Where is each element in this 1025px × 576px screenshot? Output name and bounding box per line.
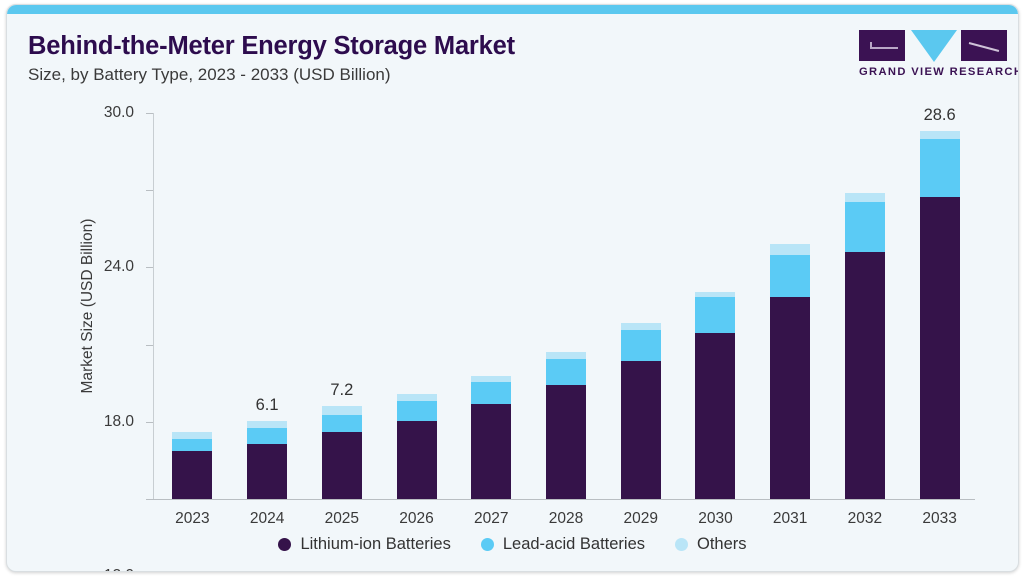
y-axis-line bbox=[153, 113, 154, 499]
grand-view-research-logo: GRAND VIEW RESEARCH bbox=[859, 30, 1019, 82]
y-tick-mark: 6.0 bbox=[146, 421, 153, 423]
bar-group[interactable]: 2032 bbox=[844, 192, 885, 527]
page-title: Behind-the-Meter Energy Storage Market bbox=[28, 32, 515, 60]
bar-segment[interactable] bbox=[546, 384, 586, 499]
bar-segment[interactable] bbox=[695, 333, 736, 499]
bar-group[interactable]: 2031 bbox=[770, 244, 811, 527]
x-tick-label: 2028 bbox=[548, 510, 584, 527]
bar-segment[interactable] bbox=[471, 381, 512, 404]
x-tick-label: 2032 bbox=[847, 510, 883, 527]
legend-label: Lead-acid Batteries bbox=[502, 535, 646, 553]
bar-segment[interactable] bbox=[770, 297, 811, 499]
bar-segment[interactable] bbox=[919, 131, 960, 139]
bar-segment[interactable] bbox=[919, 138, 960, 197]
page-subtitle: Size, by Battery Type, 2023 - 2033 (USD … bbox=[28, 65, 391, 84]
y-tick-label: 12.0 bbox=[104, 567, 134, 571]
logo-letter-v-icon bbox=[911, 30, 957, 62]
bar-segment[interactable] bbox=[844, 201, 885, 252]
plot-area: 0.0 6.0 12.0 18.0 24.0 30.0 2023 6.1 2024 7.2 202… bbox=[104, 104, 975, 571]
bar-segment[interactable] bbox=[321, 406, 362, 416]
legend-item[interactable]: Lithium-ion Batteries bbox=[278, 535, 451, 554]
x-tick-label: 2027 bbox=[474, 510, 509, 527]
x-tick-label: 2033 bbox=[922, 510, 957, 527]
chart-card: Behind-the-Meter Energy Storage Market S… bbox=[6, 4, 1019, 572]
legend-item[interactable]: Others bbox=[675, 535, 747, 554]
legend-swatch-icon bbox=[480, 538, 494, 551]
x-tick-label: 2030 bbox=[698, 510, 733, 527]
x-tick-label: 2031 bbox=[772, 510, 808, 527]
legend-swatch-icon bbox=[278, 538, 292, 551]
logo-letter-r-icon bbox=[961, 30, 1007, 61]
bar-segment[interactable] bbox=[321, 432, 362, 499]
bar-segment[interactable] bbox=[321, 415, 362, 433]
bar-group[interactable]: 6.1 2024 bbox=[247, 396, 288, 527]
bar-group[interactable]: 28.6 2033 bbox=[919, 106, 960, 527]
y-tick-mark: 12.0 bbox=[104, 344, 153, 571]
bar-group[interactable]: 7.2 2025 bbox=[321, 381, 362, 527]
bar-value-label: 7.2 bbox=[330, 381, 354, 400]
bar-segment[interactable] bbox=[546, 352, 586, 359]
bar-segment[interactable] bbox=[471, 375, 512, 382]
x-axis-line bbox=[153, 499, 975, 500]
logo-mark bbox=[859, 30, 1007, 62]
bar-segment[interactable] bbox=[695, 297, 736, 334]
bar-segment[interactable] bbox=[172, 451, 213, 499]
bar-value-label: 28.6 bbox=[923, 106, 956, 125]
bar-segment[interactable] bbox=[844, 192, 885, 202]
y-tick-mark: 24.0 bbox=[104, 190, 153, 275]
bar-group[interactable]: 2029 bbox=[620, 322, 661, 527]
bar-segment[interactable] bbox=[620, 361, 661, 499]
bar-group[interactable]: 2026 bbox=[396, 393, 437, 527]
bar-segment[interactable] bbox=[919, 196, 960, 499]
legend-label: Others bbox=[697, 535, 747, 553]
logo-letter-g-icon bbox=[859, 30, 905, 61]
legend-swatch-icon bbox=[675, 538, 689, 551]
bar-segment[interactable] bbox=[172, 438, 213, 452]
bar-segment[interactable] bbox=[396, 420, 437, 499]
bar-segment[interactable] bbox=[396, 393, 437, 402]
bar-segment[interactable] bbox=[620, 322, 661, 331]
bar-segment[interactable] bbox=[396, 401, 437, 421]
bar-value-label: 6.1 bbox=[255, 395, 279, 414]
bar-segment[interactable] bbox=[471, 403, 512, 499]
x-tick-label: 2023 bbox=[175, 510, 210, 527]
bar-segment[interactable] bbox=[247, 420, 288, 429]
y-tick-mark: 0.0 bbox=[146, 499, 153, 500]
bar-segment[interactable] bbox=[844, 251, 885, 499]
bar-group[interactable]: 2028 bbox=[546, 352, 586, 527]
y-tick-mark: 18.0 bbox=[104, 267, 153, 430]
bar-group[interactable]: 2030 bbox=[695, 291, 736, 527]
legend-label: Lithium-ion Batteries bbox=[300, 535, 451, 553]
x-tick-label: 2024 bbox=[249, 510, 285, 527]
x-tick-label: 2026 bbox=[399, 510, 434, 527]
bar-segment[interactable] bbox=[770, 244, 811, 255]
bar-group[interactable]: 2023 bbox=[172, 432, 213, 527]
bar-segment[interactable] bbox=[770, 254, 811, 297]
bar-segment[interactable] bbox=[620, 330, 661, 362]
x-tick-label: 2025 bbox=[324, 510, 360, 527]
y-axis-label: Market Size (USD Billion) bbox=[79, 218, 96, 394]
y-tick-label: 24.0 bbox=[103, 258, 134, 276]
bar-segment[interactable] bbox=[695, 291, 736, 297]
chart-legend: Lithium-ion Batteries Lead-acid Batteries… bbox=[7, 535, 1018, 554]
bar-group[interactable]: 2027 bbox=[471, 375, 512, 527]
logo-text: GRAND VIEW RESEARCH bbox=[859, 66, 1019, 78]
y-tick-label: 30.0 bbox=[103, 104, 134, 121]
y-tick-mark: 30.0 bbox=[104, 104, 153, 121]
y-tick-label: 18.0 bbox=[103, 412, 134, 430]
legend-item[interactable]: Lead-acid Batteries bbox=[480, 535, 646, 554]
x-tick-label: 2029 bbox=[623, 510, 658, 527]
bar-segment[interactable] bbox=[247, 443, 288, 499]
bar-segment[interactable] bbox=[247, 428, 288, 444]
top-accent-bar bbox=[7, 5, 1018, 14]
bar-segment[interactable] bbox=[172, 432, 213, 439]
bar-segment[interactable] bbox=[546, 358, 586, 385]
